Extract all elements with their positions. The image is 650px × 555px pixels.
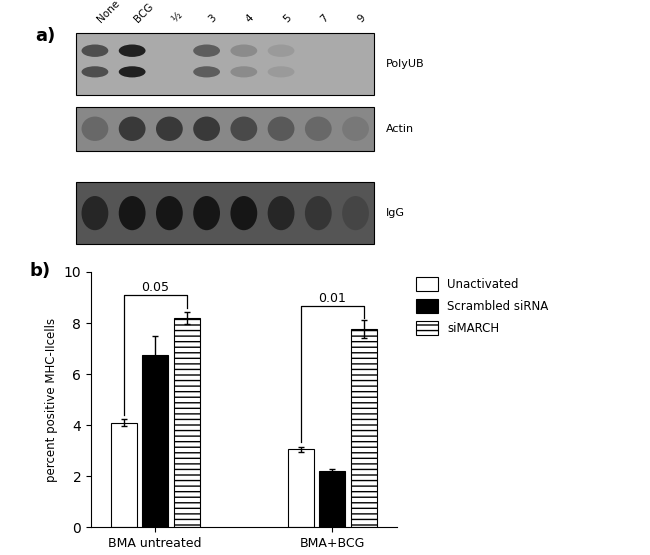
Text: 7: 7 <box>318 13 330 24</box>
Ellipse shape <box>305 196 332 230</box>
Ellipse shape <box>81 44 109 57</box>
Bar <box>288 450 314 527</box>
Ellipse shape <box>81 66 109 78</box>
Ellipse shape <box>119 66 146 78</box>
Text: b): b) <box>30 262 51 280</box>
Bar <box>174 318 200 527</box>
Ellipse shape <box>268 44 294 57</box>
Ellipse shape <box>231 196 257 230</box>
Ellipse shape <box>156 117 183 141</box>
Ellipse shape <box>231 117 257 141</box>
Ellipse shape <box>268 66 294 78</box>
Ellipse shape <box>268 196 294 230</box>
FancyBboxPatch shape <box>76 33 374 95</box>
Bar <box>350 329 377 527</box>
Ellipse shape <box>119 44 146 57</box>
Text: 9: 9 <box>356 13 367 24</box>
Ellipse shape <box>119 196 146 230</box>
Ellipse shape <box>119 117 146 141</box>
FancyBboxPatch shape <box>76 182 374 244</box>
Bar <box>142 355 168 527</box>
Ellipse shape <box>193 44 220 57</box>
Text: Actin: Actin <box>385 124 413 134</box>
Ellipse shape <box>342 196 369 230</box>
Text: a): a) <box>35 27 55 44</box>
Text: 5: 5 <box>281 13 292 24</box>
Text: ½: ½ <box>170 10 183 24</box>
Ellipse shape <box>193 117 220 141</box>
Text: PolyUB: PolyUB <box>385 59 424 69</box>
Text: 0.05: 0.05 <box>141 281 169 294</box>
Ellipse shape <box>268 117 294 141</box>
Ellipse shape <box>231 66 257 78</box>
Ellipse shape <box>231 44 257 57</box>
Bar <box>111 422 137 527</box>
Text: 3: 3 <box>207 13 218 24</box>
Ellipse shape <box>305 117 332 141</box>
Text: 4: 4 <box>244 13 255 24</box>
FancyBboxPatch shape <box>76 107 374 151</box>
Legend: Unactivated, Scrambled siRNA, siMARCH: Unactivated, Scrambled siRNA, siMARCH <box>411 273 553 340</box>
Y-axis label: percent positive MHC-IIcells: percent positive MHC-IIcells <box>45 317 58 482</box>
Ellipse shape <box>81 117 109 141</box>
Ellipse shape <box>342 44 369 57</box>
Text: 0.01: 0.01 <box>318 292 346 305</box>
Ellipse shape <box>193 196 220 230</box>
Ellipse shape <box>156 196 183 230</box>
Ellipse shape <box>305 66 332 78</box>
Text: None: None <box>95 0 121 24</box>
Ellipse shape <box>81 196 109 230</box>
Text: IgG: IgG <box>385 208 404 218</box>
Ellipse shape <box>156 66 183 78</box>
Bar <box>319 471 345 527</box>
Text: BCG: BCG <box>132 2 155 24</box>
Ellipse shape <box>342 66 369 78</box>
Ellipse shape <box>156 44 183 57</box>
Ellipse shape <box>342 117 369 141</box>
Ellipse shape <box>305 44 332 57</box>
Ellipse shape <box>193 66 220 78</box>
